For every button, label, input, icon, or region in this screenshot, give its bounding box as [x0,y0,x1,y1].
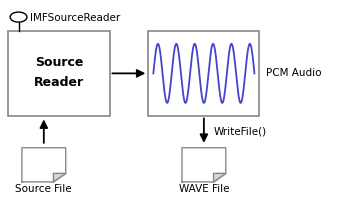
Text: Source: Source [35,56,83,68]
Polygon shape [214,174,226,182]
Text: Reader: Reader [34,76,84,88]
Bar [148,32,259,116]
Text: IMFSourceReader: IMFSourceReader [30,13,121,23]
Text: WAVE File: WAVE File [179,183,229,193]
Text: Source File: Source File [16,183,72,193]
Text: PCM Audio: PCM Audio [266,68,322,78]
Polygon shape [182,148,226,182]
Polygon shape [22,148,66,182]
Polygon shape [54,174,66,182]
Bar [8,32,110,116]
Text: WriteFile(): WriteFile() [214,126,267,136]
